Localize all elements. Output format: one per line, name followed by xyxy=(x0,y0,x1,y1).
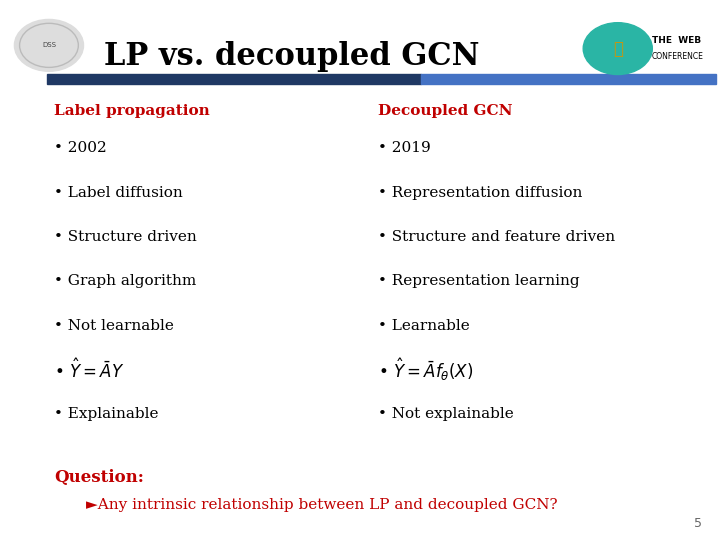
Text: DSS: DSS xyxy=(42,42,56,49)
Text: • Not explainable: • Not explainable xyxy=(378,407,514,421)
Text: Label propagation: Label propagation xyxy=(54,104,210,118)
Text: 5: 5 xyxy=(694,517,702,530)
Text: • $\hat{Y} = \bar{A}f_{\theta}(X)$: • $\hat{Y} = \bar{A}f_{\theta}(X)$ xyxy=(378,356,474,383)
Text: • Structure driven: • Structure driven xyxy=(54,230,197,244)
Text: • Not learnable: • Not learnable xyxy=(54,319,174,333)
Text: • 2002: • 2002 xyxy=(54,141,107,156)
Text: • Representation learning: • Representation learning xyxy=(378,274,580,288)
Text: LP vs. decoupled GCN: LP vs. decoupled GCN xyxy=(104,41,480,72)
Text: CONFERENCE: CONFERENCE xyxy=(652,52,703,61)
Text: • Learnable: • Learnable xyxy=(378,319,469,333)
Text: Question:: Question: xyxy=(54,469,144,487)
Text: • Label diffusion: • Label diffusion xyxy=(54,186,183,200)
Text: 🦌: 🦌 xyxy=(613,39,623,58)
Text: ►Any intrinsic relationship between LP and decoupled GCN?: ►Any intrinsic relationship between LP a… xyxy=(86,498,558,512)
Circle shape xyxy=(583,23,652,75)
Text: • Structure and feature driven: • Structure and feature driven xyxy=(378,230,615,244)
Text: THE  WEB: THE WEB xyxy=(652,36,701,45)
Text: • Representation diffusion: • Representation diffusion xyxy=(378,186,582,200)
Text: • Explainable: • Explainable xyxy=(54,407,158,421)
Text: Decoupled GCN: Decoupled GCN xyxy=(378,104,513,118)
Text: • $\hat{Y} = \bar{A}Y$: • $\hat{Y} = \bar{A}Y$ xyxy=(54,358,125,382)
Text: • 2019: • 2019 xyxy=(378,141,431,156)
Bar xyxy=(47,74,421,84)
Circle shape xyxy=(14,19,84,71)
Bar xyxy=(421,74,716,84)
Text: • Graph algorithm: • Graph algorithm xyxy=(54,274,197,288)
